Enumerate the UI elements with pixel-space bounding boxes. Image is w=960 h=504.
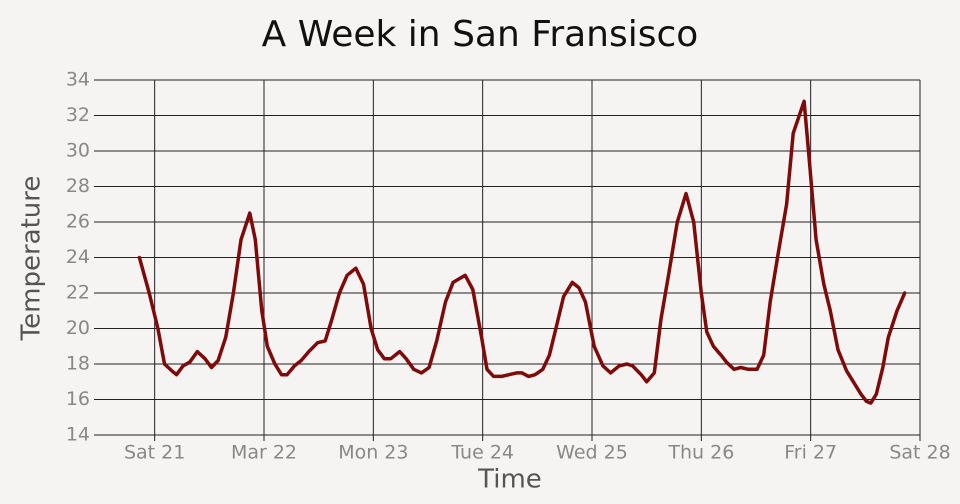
- y-tick-label: 16: [66, 388, 90, 410]
- x-tick-label: Thu 26: [667, 442, 734, 464]
- chart-title: A Week in San Fransisco: [262, 14, 699, 55]
- x-axis-label: Time: [477, 465, 542, 495]
- x-tick-label: Mar 22: [231, 442, 297, 464]
- y-tick-label: 24: [66, 246, 90, 268]
- x-tick-label: Fri 27: [784, 442, 837, 464]
- x-tick-label: Tue 24: [450, 442, 514, 464]
- line: [137, 99, 907, 405]
- y-tick-label: 28: [66, 175, 90, 197]
- x-tick-label: Sat 28: [889, 442, 950, 464]
- y-tick-label: 20: [66, 317, 90, 339]
- x-tick-label: Mon 23: [338, 442, 408, 464]
- y-tick-label: 26: [66, 211, 90, 233]
- x-tick-label: Wed 25: [556, 442, 628, 464]
- y-tick-label: 18: [66, 353, 90, 375]
- y-tick-label: 30: [66, 140, 90, 162]
- y-tick-label: 22: [66, 282, 90, 304]
- y-tick-label: 34: [66, 69, 90, 91]
- y-tick-label: 14: [66, 424, 90, 446]
- y-tick-label: 32: [66, 104, 90, 126]
- x-tick-label: Sat 21: [124, 442, 185, 464]
- y-axis-label: Temperature: [17, 176, 47, 342]
